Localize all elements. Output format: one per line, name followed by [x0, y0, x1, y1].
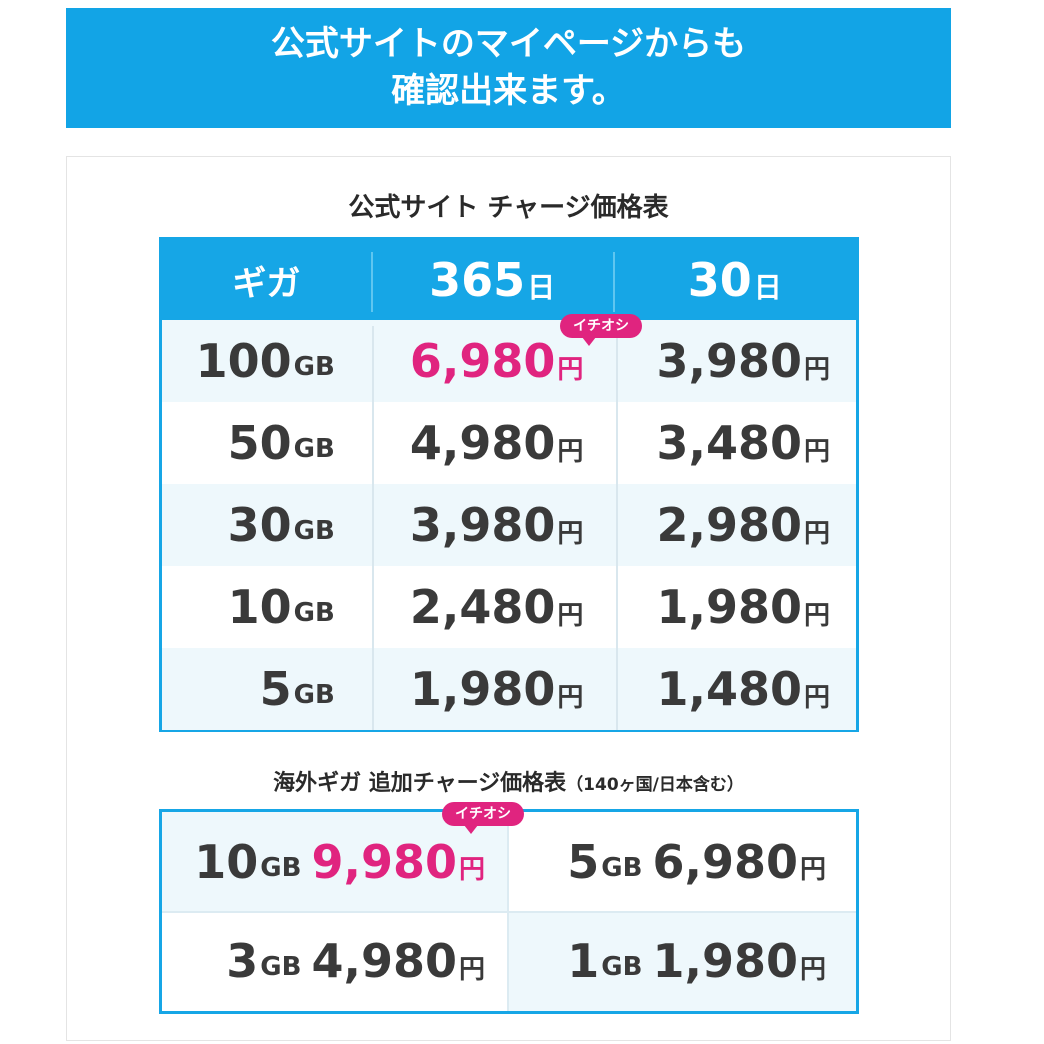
- header-30-days: 30 日: [613, 240, 856, 320]
- table-row: 50 GB 4,980 円 3,480 円: [162, 402, 856, 484]
- table-header: ギガ 365 日 30 日: [162, 240, 856, 320]
- price-30-cell: 2,980 円: [656, 498, 830, 552]
- column-divider: [616, 326, 618, 730]
- overseas-cell: 1 GB 1,980 円: [507, 911, 856, 1011]
- price-30-cell: 1,480 円: [656, 662, 830, 716]
- overseas-grid: 10 GB 9,980 円 5 GB 6,980 円 3 GB 4,980 円 1 GB 1,…: [162, 802, 856, 1011]
- overseas-price-table-subtitle: （140ヶ国/日本含む）: [566, 775, 744, 795]
- price-365-cell: 6,980 円: [409, 334, 584, 388]
- header-giga: ギガ: [232, 263, 301, 304]
- row-divider: [162, 911, 856, 913]
- recommend-badge: イチオシ: [442, 802, 524, 834]
- table-body: イチオシ 100 GB 6,980 円 3,980 円 50 GB 4,980 円 3,4…: [162, 314, 856, 730]
- giga-cell: 10 GB: [227, 580, 335, 634]
- banner-line-1: 公式サイトのマイページからも: [270, 24, 747, 64]
- recommend-badge: イチオシ: [560, 314, 642, 346]
- info-banner: 公式サイトのマイページからも 確認出来ます。: [66, 8, 951, 128]
- price-365-cell: 2,480 円: [409, 580, 584, 634]
- price-panel: 公式サイト チャージ価格表 ギガ 365 日 30 日 イチオシ 100 GB 6,9…: [66, 156, 951, 1041]
- table-row: 10 GB 2,480 円 1,980 円: [162, 566, 856, 648]
- giga-cell: 5 GB: [259, 662, 335, 716]
- charge-price-table: ギガ 365 日 30 日 イチオシ 100 GB 6,980 円 3,980 円 50 G…: [159, 237, 859, 732]
- overseas-price-table: 10 GB 9,980 円 5 GB 6,980 円 3 GB 4,980 円 1 GB 1,…: [159, 802, 859, 1014]
- price-365-cell: 3,980 円: [409, 498, 584, 552]
- table-row: 30 GB 3,980 円 2,980 円: [162, 484, 856, 566]
- giga-cell: 50 GB: [227, 416, 335, 470]
- overseas-cell: 10 GB 9,980 円: [162, 812, 507, 911]
- price-30-cell: 3,980 円: [656, 334, 830, 388]
- column-divider: [372, 326, 374, 730]
- overseas-price-table-title: 海外ギガ 追加チャージ価格表（140ヶ国/日本含む）: [273, 771, 744, 796]
- price-30-cell: 3,480 円: [656, 416, 830, 470]
- charge-price-table-title: 公式サイト チャージ価格表: [348, 193, 669, 223]
- overseas-cell: 3 GB 4,980 円: [226, 934, 485, 988]
- price-30-cell: 1,980 円: [656, 580, 830, 634]
- price-365-cell: 1,980 円: [409, 662, 584, 716]
- price-365-cell: 4,980 円: [409, 416, 584, 470]
- table-row: 5 GB 1,980 円 1,480 円: [162, 648, 856, 730]
- table-row: 100 GB 6,980 円 3,980 円: [162, 320, 856, 402]
- overseas-cell: 5 GB 6,980 円: [567, 834, 826, 889]
- banner-line-2: 確認出来ます。: [391, 71, 626, 111]
- header-365-days: 365 日: [370, 240, 614, 320]
- giga-cell: 100 GB: [195, 334, 335, 388]
- column-divider: [507, 812, 509, 1011]
- giga-cell: 30 GB: [227, 498, 335, 552]
